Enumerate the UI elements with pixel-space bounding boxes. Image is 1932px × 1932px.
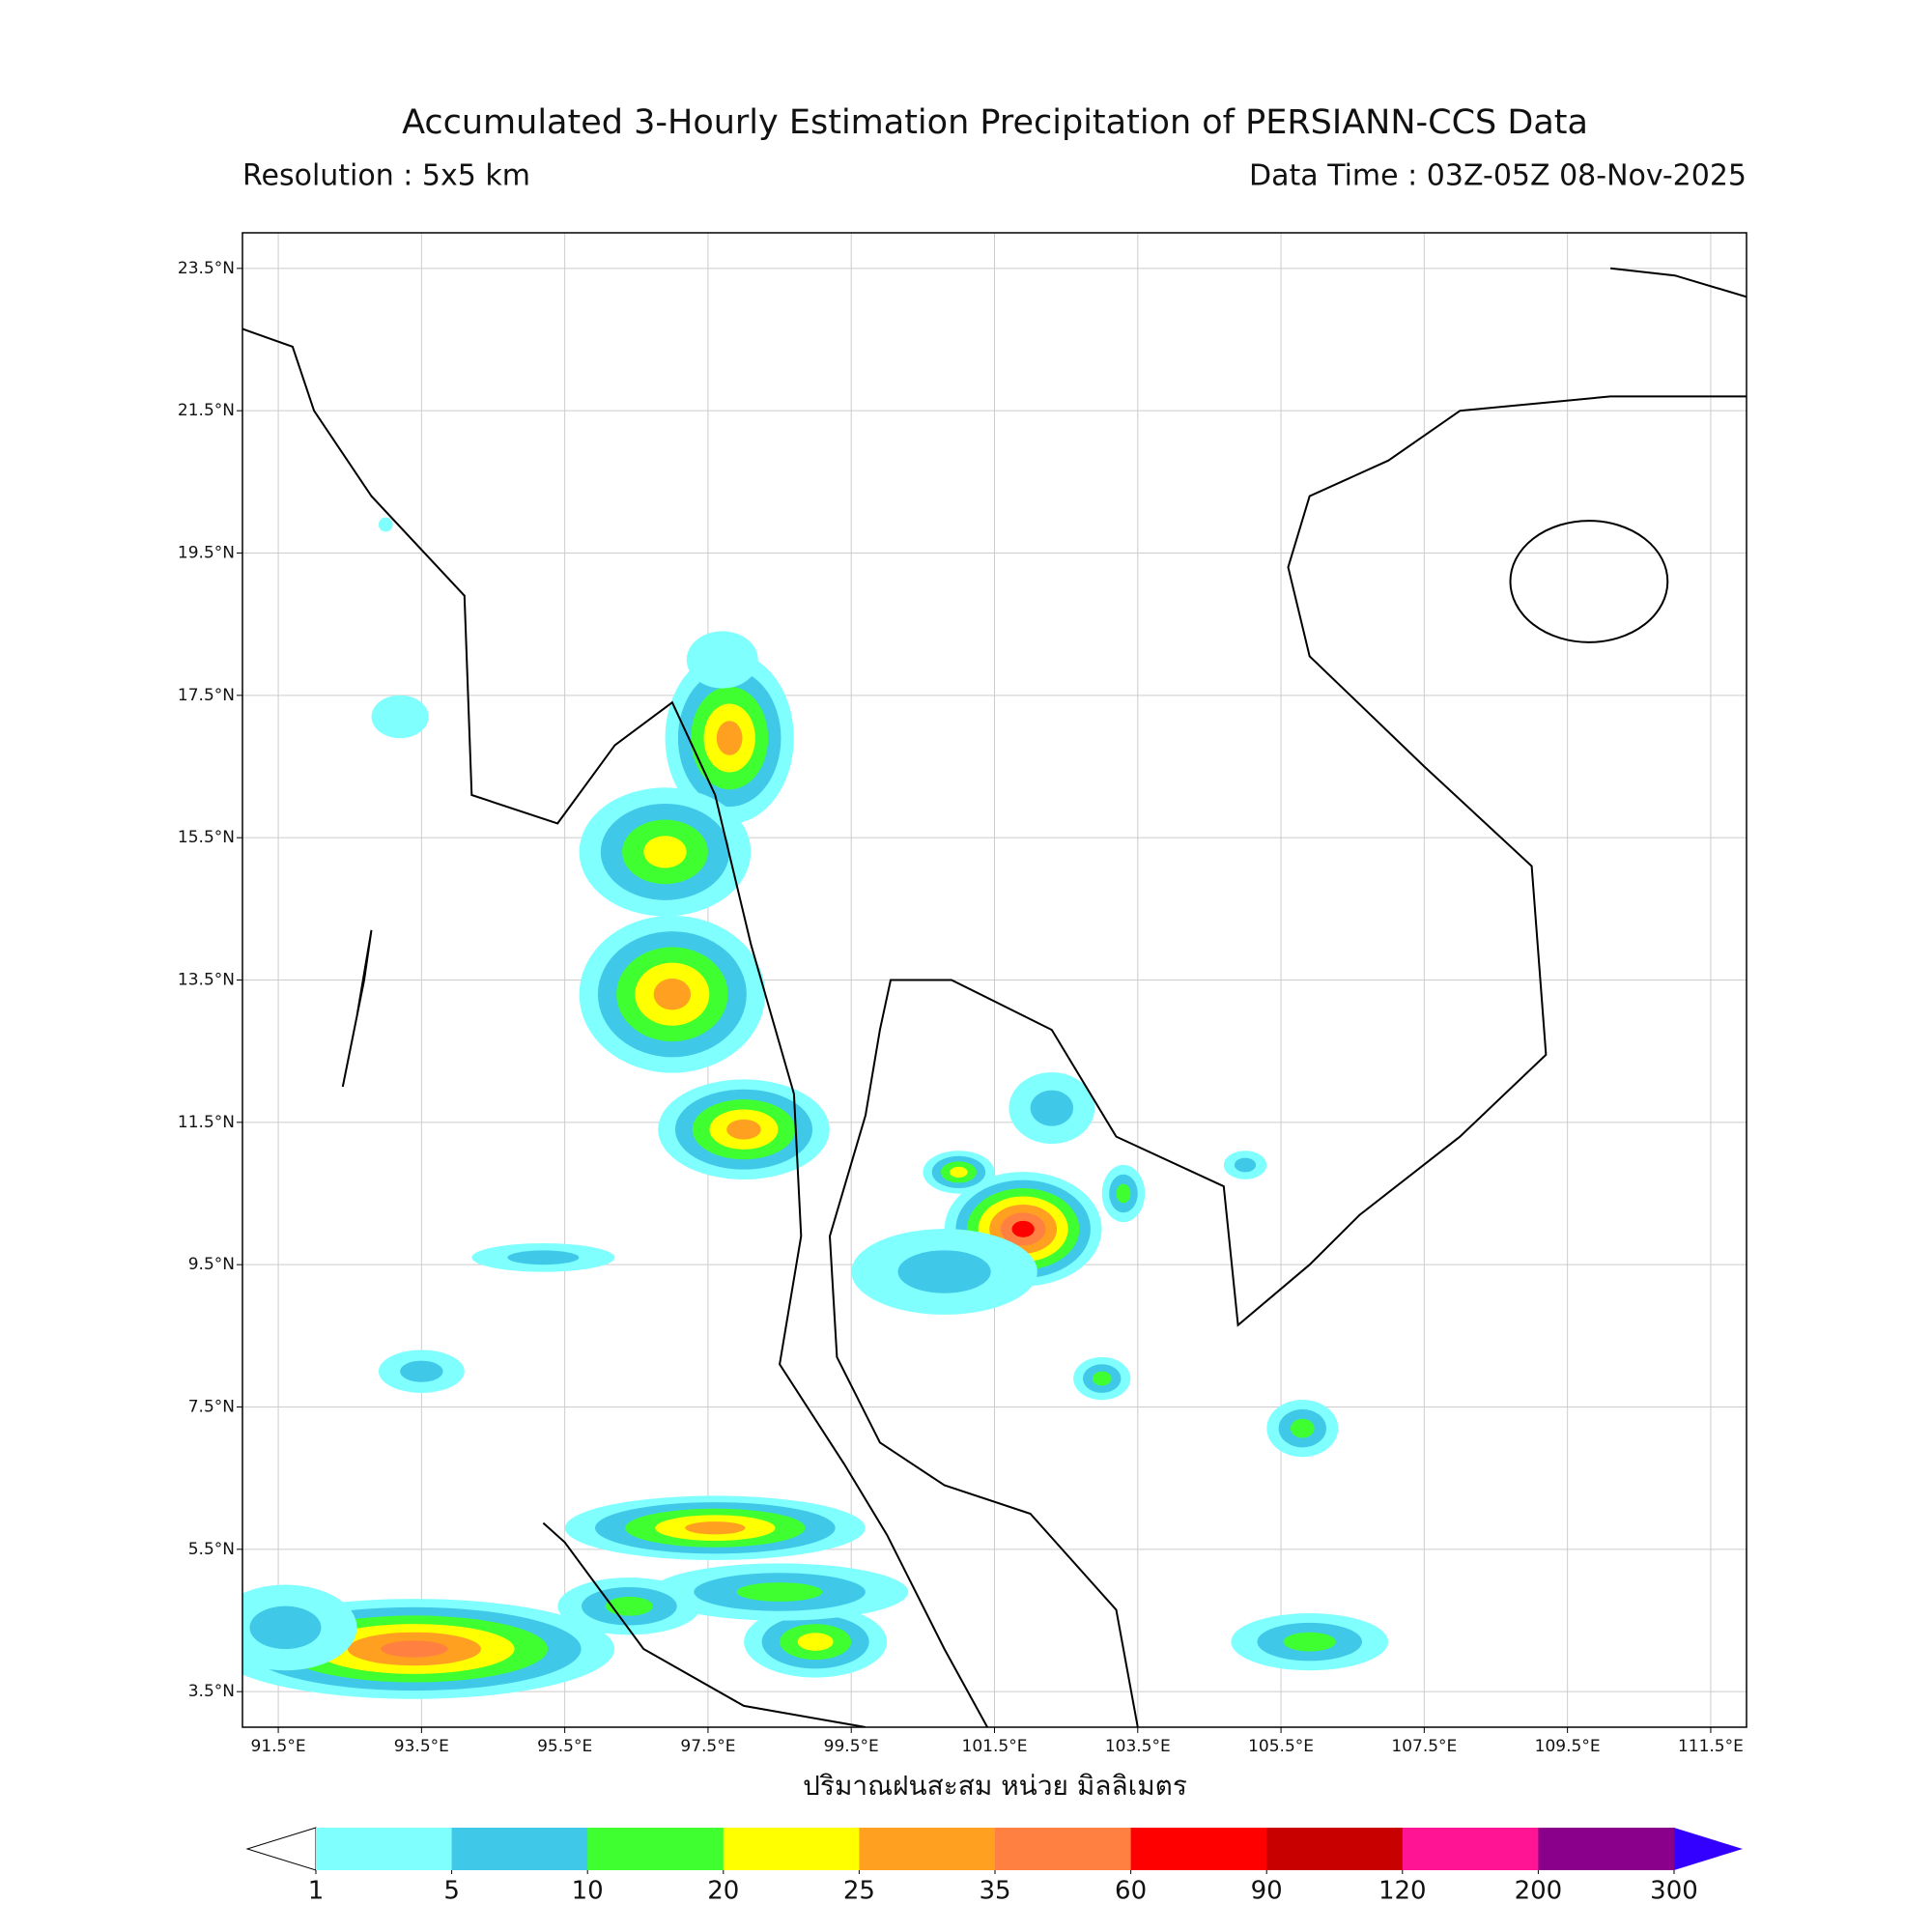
ticks: 91.5°E 93.5°E 95.5°E 97.5°E 99.5°E 101.5°E 103…	[178, 259, 1744, 1756]
rain-cell	[400, 1360, 443, 1382]
rain-cell	[1116, 1183, 1131, 1204]
lon-tick-label: 103.5°E	[1105, 1737, 1171, 1756]
rain-cell	[950, 1166, 968, 1178]
colorbar-box	[1538, 1828, 1675, 1870]
rain-cell	[736, 1582, 823, 1602]
colorbar-label: 120	[1378, 1877, 1427, 1906]
lat-tick-label: 3.5°N	[188, 1682, 235, 1701]
rain-cell	[249, 1605, 322, 1650]
lon-tick-label: 97.5°E	[680, 1737, 735, 1756]
lat-tick-label: 7.5°N	[188, 1398, 235, 1417]
rain-cell	[726, 1119, 761, 1140]
rain-cell	[897, 1250, 991, 1293]
lat-tick-label: 21.5°N	[178, 401, 235, 420]
lon-tick-label: 109.5°E	[1535, 1737, 1601, 1756]
colorbar-label: 20	[707, 1877, 739, 1906]
colorbar-label: 10	[572, 1877, 604, 1906]
rain-cell	[653, 978, 692, 1010]
rain-cell	[605, 1596, 654, 1616]
rain-cell	[378, 517, 393, 532]
rain-cell	[1030, 1090, 1074, 1126]
lon-tick-label: 111.5°E	[1678, 1737, 1744, 1756]
lat-tick-label: 9.5°N	[188, 1255, 235, 1274]
colorbar-box	[1266, 1828, 1404, 1870]
colorbar-box	[723, 1828, 860, 1870]
rain-cell	[507, 1250, 580, 1265]
lon-tick-label: 93.5°E	[394, 1737, 449, 1756]
rain-cell	[1283, 1632, 1336, 1652]
colorbar-box	[587, 1828, 724, 1870]
rain-cell	[371, 695, 429, 739]
colorbar-label: 25	[843, 1877, 875, 1906]
lat-tick-label: 19.5°N	[178, 544, 235, 563]
colorbar-box	[316, 1828, 453, 1870]
rain-cell	[716, 721, 743, 755]
rain-cell	[797, 1633, 834, 1651]
colorbar-label: 1	[308, 1877, 325, 1906]
coastline	[242, 327, 988, 1727]
lon-tick-label: 99.5°E	[824, 1737, 879, 1756]
colorbar: 1 5 10 20 25 35 60 90 120 200 300	[245, 1827, 1743, 1906]
colorbar-label: 200	[1515, 1877, 1563, 1906]
colorbar-box	[1130, 1828, 1267, 1870]
lon-tick-label: 91.5°E	[251, 1737, 306, 1756]
colorbar-label: 60	[1115, 1877, 1147, 1906]
lon-tick-label: 95.5°E	[537, 1737, 592, 1756]
lon-tick-label: 105.5°E	[1248, 1737, 1314, 1756]
lat-tick-label: 15.5°N	[178, 828, 235, 847]
lat-tick-label: 23.5°N	[178, 259, 235, 278]
subtitle-right: Data Time : 03Z-05Z 08-Nov-2025	[1249, 159, 1747, 193]
coastline	[542, 1521, 867, 1727]
precipitation	[242, 517, 1389, 1699]
coastline	[828, 395, 1747, 1727]
lon-tick-label: 107.5°E	[1391, 1737, 1457, 1756]
rain-cell	[686, 631, 758, 689]
lat-tick-label: 17.5°N	[178, 686, 235, 705]
title: Accumulated 3-Hourly Estimation Precipit…	[402, 103, 1588, 142]
rain-cell	[685, 1521, 746, 1535]
colorbar-label: 90	[1251, 1877, 1283, 1906]
subtitle-left: Resolution : 5x5 km	[242, 159, 530, 193]
coastline	[1609, 267, 1747, 298]
island	[341, 929, 373, 1088]
colorbar-label: 35	[979, 1877, 1010, 1906]
colorbar-box	[995, 1828, 1132, 1870]
lat-tick-label: 11.5°N	[178, 1113, 235, 1132]
coastlines	[242, 267, 1747, 1727]
colorbar-box	[1402, 1828, 1539, 1870]
rain-cell	[1234, 1157, 1257, 1173]
x-label: ปริมาณฝนสะสม หน่วย มิลลิเมตร	[803, 1770, 1187, 1802]
rain-cell	[1092, 1371, 1112, 1386]
rain-cell	[1290, 1418, 1315, 1438]
colorbar-box	[451, 1828, 588, 1870]
island	[1509, 520, 1669, 643]
lat-tick-label: 5.5°N	[188, 1540, 235, 1559]
graticule	[242, 233, 1747, 1727]
colorbar-box	[859, 1828, 996, 1870]
lon-tick-label: 101.5°E	[962, 1737, 1028, 1756]
rain-cell	[643, 836, 687, 868]
colorbar-label: 5	[443, 1877, 460, 1906]
rain-cell	[1011, 1220, 1035, 1237]
colorbar-over	[1674, 1828, 1743, 1870]
colorbar-label: 300	[1650, 1877, 1698, 1906]
lat-tick-label: 13.5°N	[178, 971, 235, 990]
rain-cell	[381, 1640, 448, 1658]
